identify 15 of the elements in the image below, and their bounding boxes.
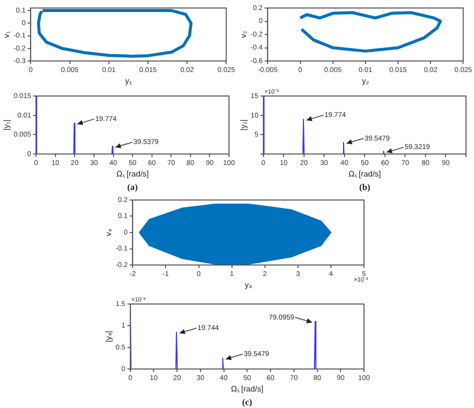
y-axis-title: |y₂| bbox=[239, 119, 248, 131]
x-axis-title: Ωₛ [rad/s] bbox=[230, 384, 264, 394]
y-axis-title: |y₁| bbox=[2, 120, 12, 130]
text: (c) bbox=[242, 396, 252, 407]
text: (b) bbox=[359, 182, 370, 192]
y-axis-title: v₁ bbox=[2, 30, 12, 38]
y-axis-title: |y₄| bbox=[104, 330, 114, 342]
text: (a) bbox=[127, 182, 138, 192]
x-axis-title: Ωₛ [rad/s] bbox=[348, 169, 381, 178]
x-axis-title: y₄ bbox=[244, 280, 252, 290]
x-axis-title: Ωₛ [rad/s] bbox=[116, 169, 149, 178]
y-axis-title: v₄ bbox=[104, 228, 114, 236]
y-axis-title: v₂ bbox=[239, 30, 248, 38]
x-axis-title: y₁ bbox=[125, 76, 132, 86]
x-axis-title: y₂ bbox=[362, 76, 370, 86]
